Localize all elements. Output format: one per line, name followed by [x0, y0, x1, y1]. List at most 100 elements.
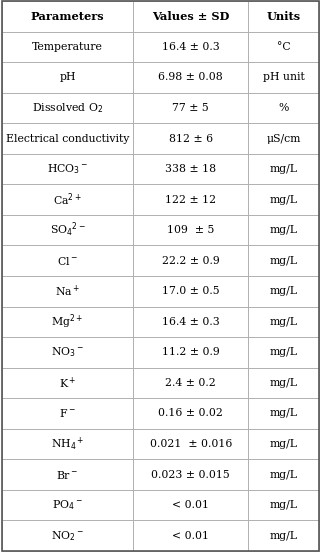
- Bar: [134, 521, 248, 551]
- Text: Na$^+$: Na$^+$: [55, 284, 80, 299]
- Bar: [134, 398, 248, 429]
- Text: 109  ± 5: 109 ± 5: [167, 225, 214, 235]
- Bar: [248, 93, 319, 123]
- Bar: [2, 521, 134, 551]
- Text: Mg$^{2+}$: Mg$^{2+}$: [51, 312, 83, 331]
- Text: PO$_4$$^-$: PO$_4$$^-$: [52, 498, 83, 512]
- Bar: [2, 246, 134, 276]
- Bar: [248, 368, 319, 398]
- Bar: [2, 276, 134, 306]
- Text: Dissolved O$_2$: Dissolved O$_2$: [32, 101, 103, 115]
- Bar: [248, 306, 319, 337]
- Text: 0.021  ± 0.016: 0.021 ± 0.016: [150, 439, 232, 449]
- Text: 0.16 ± 0.02: 0.16 ± 0.02: [158, 408, 223, 418]
- Bar: [134, 459, 248, 490]
- Bar: [134, 62, 248, 93]
- Text: mg/L: mg/L: [270, 286, 298, 296]
- Text: NO$_3$$^-$: NO$_3$$^-$: [51, 346, 84, 359]
- Bar: [134, 429, 248, 459]
- Bar: [248, 521, 319, 551]
- Bar: [134, 490, 248, 521]
- Bar: [2, 337, 134, 368]
- Text: mg/L: mg/L: [270, 164, 298, 174]
- Bar: [2, 398, 134, 429]
- Text: 22.2 ± 0.9: 22.2 ± 0.9: [162, 256, 220, 266]
- Bar: [2, 1, 134, 31]
- Bar: [248, 184, 319, 215]
- Text: mg/L: mg/L: [270, 378, 298, 388]
- Text: Electrical conductivity: Electrical conductivity: [6, 134, 129, 144]
- Bar: [248, 62, 319, 93]
- Bar: [248, 429, 319, 459]
- Text: mg/L: mg/L: [270, 439, 298, 449]
- Text: Units: Units: [266, 11, 301, 22]
- Bar: [248, 398, 319, 429]
- Text: 812 ± 6: 812 ± 6: [169, 134, 213, 144]
- Bar: [2, 306, 134, 337]
- Text: Br$^-$: Br$^-$: [56, 469, 79, 481]
- Text: mg/L: mg/L: [270, 408, 298, 418]
- Bar: [248, 276, 319, 306]
- Bar: [248, 337, 319, 368]
- Bar: [134, 154, 248, 184]
- Text: Values ± SD: Values ± SD: [152, 11, 230, 22]
- Bar: [134, 184, 248, 215]
- Text: SO$_4$$^{2-}$: SO$_4$$^{2-}$: [50, 221, 85, 240]
- Text: pH: pH: [59, 72, 76, 82]
- Text: < 0.01: < 0.01: [172, 500, 209, 510]
- Bar: [248, 490, 319, 521]
- Text: mg/L: mg/L: [270, 317, 298, 327]
- Bar: [134, 246, 248, 276]
- Text: 11.2 ± 0.9: 11.2 ± 0.9: [162, 347, 220, 357]
- Bar: [2, 93, 134, 123]
- Bar: [2, 123, 134, 154]
- Text: mg/L: mg/L: [270, 225, 298, 235]
- Bar: [2, 429, 134, 459]
- Text: 16.4 ± 0.3: 16.4 ± 0.3: [162, 42, 220, 52]
- Text: Temperature: Temperature: [32, 42, 103, 52]
- Bar: [134, 215, 248, 246]
- Text: mg/L: mg/L: [270, 500, 298, 510]
- Text: %: %: [278, 103, 289, 113]
- Text: 122 ± 12: 122 ± 12: [165, 195, 216, 205]
- Bar: [2, 154, 134, 184]
- Text: NH$_4$$^+$: NH$_4$$^+$: [51, 436, 84, 453]
- Text: 77 ± 5: 77 ± 5: [172, 103, 209, 113]
- Bar: [134, 368, 248, 398]
- Text: mg/L: mg/L: [270, 256, 298, 266]
- Text: pH unit: pH unit: [263, 72, 305, 82]
- Bar: [2, 215, 134, 246]
- Text: Parameters: Parameters: [31, 11, 104, 22]
- Text: F$^-$: F$^-$: [59, 407, 76, 420]
- Text: °C: °C: [277, 42, 291, 52]
- Text: HCO$_3$$^-$: HCO$_3$$^-$: [47, 162, 88, 176]
- Text: mg/L: mg/L: [270, 347, 298, 357]
- Bar: [134, 93, 248, 123]
- Text: 17.0 ± 0.5: 17.0 ± 0.5: [162, 286, 220, 296]
- Text: μS/cm: μS/cm: [266, 134, 301, 144]
- Text: < 0.01: < 0.01: [172, 530, 209, 540]
- Bar: [2, 31, 134, 62]
- Bar: [134, 123, 248, 154]
- Text: 338 ± 18: 338 ± 18: [165, 164, 216, 174]
- Bar: [248, 1, 319, 31]
- Text: mg/L: mg/L: [270, 195, 298, 205]
- Bar: [248, 246, 319, 276]
- Bar: [248, 154, 319, 184]
- Text: 0.023 ± 0.015: 0.023 ± 0.015: [151, 470, 230, 480]
- Text: Cl$^-$: Cl$^-$: [57, 254, 78, 267]
- Bar: [134, 306, 248, 337]
- Text: 6.98 ± 0.08: 6.98 ± 0.08: [158, 72, 223, 82]
- Bar: [2, 490, 134, 521]
- Bar: [134, 1, 248, 31]
- Bar: [248, 123, 319, 154]
- Text: mg/L: mg/L: [270, 530, 298, 540]
- Bar: [134, 276, 248, 306]
- Bar: [2, 62, 134, 93]
- Bar: [248, 31, 319, 62]
- Bar: [248, 459, 319, 490]
- Text: Ca$^{2+}$: Ca$^{2+}$: [53, 192, 82, 208]
- Text: 2.4 ± 0.2: 2.4 ± 0.2: [165, 378, 216, 388]
- Bar: [134, 31, 248, 62]
- Bar: [134, 337, 248, 368]
